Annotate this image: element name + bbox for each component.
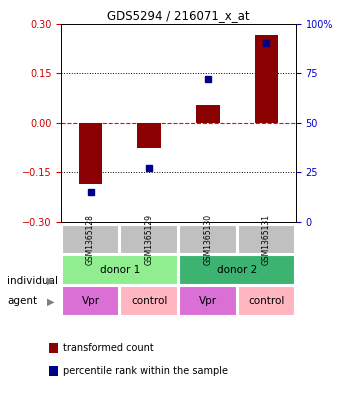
Text: donor 2: donor 2 <box>217 265 257 275</box>
Text: ▶: ▶ <box>47 296 54 307</box>
Bar <box>62 255 178 285</box>
Text: Vpr: Vpr <box>82 296 100 306</box>
Bar <box>62 225 119 255</box>
Text: GSM1365130: GSM1365130 <box>203 214 212 265</box>
Bar <box>179 286 237 316</box>
Text: GSM1365129: GSM1365129 <box>145 214 154 265</box>
Bar <box>62 286 119 316</box>
Text: agent: agent <box>7 296 37 307</box>
Text: GSM1365131: GSM1365131 <box>262 214 271 265</box>
Text: ▶: ▶ <box>47 276 54 286</box>
Bar <box>179 255 295 285</box>
Bar <box>196 105 219 123</box>
Text: individual: individual <box>7 276 58 286</box>
Bar <box>238 286 295 316</box>
Text: control: control <box>131 296 167 306</box>
Text: transformed count: transformed count <box>63 343 154 353</box>
Text: Vpr: Vpr <box>199 296 217 306</box>
Bar <box>120 286 178 316</box>
Bar <box>179 225 237 255</box>
Bar <box>255 35 278 123</box>
Bar <box>238 225 295 255</box>
Text: control: control <box>248 296 285 306</box>
Title: GDS5294 / 216071_x_at: GDS5294 / 216071_x_at <box>107 9 250 22</box>
Text: donor 1: donor 1 <box>100 265 140 275</box>
Bar <box>79 123 102 184</box>
Text: percentile rank within the sample: percentile rank within the sample <box>63 366 228 376</box>
Bar <box>120 225 178 255</box>
Text: GSM1365128: GSM1365128 <box>86 214 95 265</box>
Bar <box>138 123 161 148</box>
